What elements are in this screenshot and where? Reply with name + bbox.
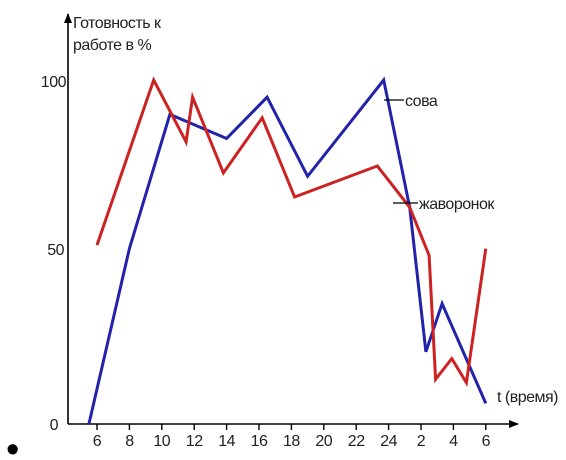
series-label-lark: жаворонок xyxy=(419,196,495,213)
x-tick-label: 24 xyxy=(380,433,397,450)
y-tick-label: 0 xyxy=(50,417,59,434)
x-tick-label: 12 xyxy=(186,433,203,450)
x-tick-label: 6 xyxy=(482,433,491,450)
x-tick-label: 8 xyxy=(125,433,134,450)
series-line-lark xyxy=(95,76,488,388)
x-tick-label: 2 xyxy=(417,433,426,450)
x-tick-label: 4 xyxy=(449,433,458,450)
x-tick-label: 16 xyxy=(251,433,268,450)
series-line-owl xyxy=(87,76,488,425)
x-axis-label: t (время) xyxy=(497,389,558,406)
y-tick-label: 50 xyxy=(47,242,64,259)
x-tick-label: 14 xyxy=(218,433,235,450)
y-axis-label-line-2: работе в % xyxy=(73,37,151,54)
x-tick-label: 18 xyxy=(283,433,300,450)
x-tick-label: 6 xyxy=(93,433,102,450)
x-ticks: 6 8 10 12 14 16 18 20 22 24 2 4 6 xyxy=(93,424,491,450)
y-axis-label-line-1: Готовность к xyxy=(73,15,162,32)
series-label-owl: сова xyxy=(405,93,438,110)
x-tick-label: 20 xyxy=(315,433,332,450)
x-tick-label: 22 xyxy=(348,433,365,450)
x-tick-label: 10 xyxy=(153,433,170,450)
bullet-mark: • xyxy=(6,429,19,460)
y-tick-label: 100 xyxy=(41,74,67,91)
